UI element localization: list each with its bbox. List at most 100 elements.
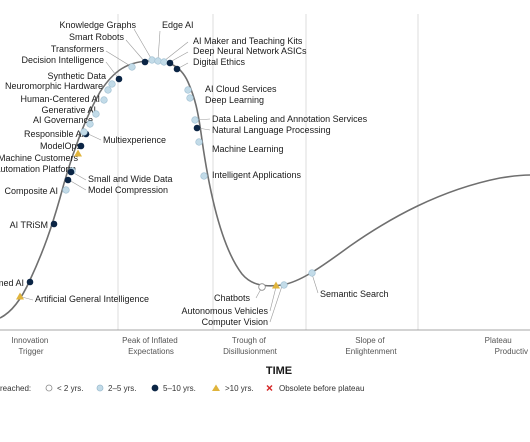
label-nlp: Natural Language Processing [212, 125, 331, 135]
leader-smart-robots [125, 39, 146, 63]
marker-smart-robots [141, 58, 149, 66]
leader-model-compression [68, 179, 87, 191]
phase-dividers [117, 14, 419, 330]
phase-labels: Innovation Trigger Peak of Inflated Expe… [11, 336, 528, 356]
label-ai-governance: AI Governance [33, 115, 93, 125]
marker-autonomous-vehicles [272, 281, 280, 289]
label-data-labeling: Data Labeling and Annotation Services [212, 114, 368, 124]
leader-agi [21, 296, 34, 301]
legend-marker-obsolete [266, 385, 273, 391]
phase-trough: Trough of Disillusionment [223, 336, 278, 356]
leader-dnn-asics [169, 51, 189, 63]
marker-machine-learning [195, 138, 203, 146]
marker-neuromorphic-hardware [104, 86, 112, 94]
label-ai-maker-kits: AI Maker and Teaching Kits [193, 36, 303, 46]
label-intelligent-applications: Intelligent Applications [212, 170, 302, 180]
label-small-wide-data: Small and Wide Data [88, 174, 173, 184]
marker-ai-maker-and-teaching-kits [160, 58, 168, 66]
marker-deep-neural-network-asics [166, 59, 174, 67]
marker-human-centered-ai [100, 96, 108, 104]
leader-autonomous-vehicles [269, 286, 277, 312]
legend-marker-2to5 [96, 384, 104, 392]
label-agi: Artificial General Intelligence [35, 294, 149, 304]
phase-1-line-2: Trigger [18, 347, 43, 356]
label-responsible-ai: Responsible AI [24, 129, 84, 139]
label-orchestration: Orchestration and Automation Platform [0, 164, 76, 174]
marker-machine-customers [74, 149, 82, 157]
label-autonomous-vehicles: Autonomous Vehicles [181, 306, 268, 316]
legend: reached: < 2 yrs. 2–5 yrs. 5–10 yrs. >10… [0, 384, 364, 393]
leader-decision-intelligence [105, 61, 120, 80]
phase-3-line-1: Trough of [232, 336, 267, 345]
leader-computer-vision [269, 285, 283, 323]
label-digital-ethics: Digital Ethics [193, 57, 246, 67]
label-human-centered-ai: Human-Centered AI [20, 94, 100, 104]
label-machine-learning: Machine Learning [212, 144, 284, 154]
marker-modelops [77, 142, 85, 150]
marker-multiexperience [80, 128, 88, 136]
label-knowledge-graphs: Knowledge Graphs [59, 20, 136, 30]
marker-small-and-wide-data [67, 168, 75, 176]
marker-chatbots [258, 283, 266, 291]
marker-deep-learning [186, 94, 194, 102]
technology-markers [16, 56, 316, 300]
label-decision-intelligence: Decision Intelligence [21, 55, 104, 65]
marker-generative-ai [92, 110, 100, 118]
label-semantic-search: Semantic Search [320, 289, 389, 299]
marker-transformers [128, 63, 136, 71]
label-model-compression: Model Compression [88, 185, 168, 195]
x-axis-title: TIME [266, 365, 292, 377]
legend-label-obsolete: Obsolete before plateau [279, 384, 364, 393]
label-smart-robots: Smart Robots [69, 32, 125, 42]
hype-curve [0, 60, 530, 319]
label-edge-ai: Edge AI [162, 20, 194, 30]
phase-5-line-2: Productiv [495, 347, 528, 356]
legend-marker-lt2 [45, 384, 53, 392]
label-ai-trism: AI TRiSM [10, 220, 48, 230]
leader-semantic-search [311, 273, 319, 294]
label-computer-vision: Computer Vision [202, 317, 268, 327]
marker-decision-intelligence [115, 75, 123, 83]
leader-edge-ai [157, 30, 161, 61]
marker-ai-cloud-services [184, 86, 192, 94]
marker-composite-ai [62, 186, 70, 194]
phase-4-line-1: Slope of [355, 336, 385, 345]
marker-physics-informed-ai [26, 278, 34, 286]
marker-synthetic-data [108, 80, 116, 88]
phase-2-line-2: Expectations [128, 347, 174, 356]
label-generative-ai: Generative AI [41, 105, 96, 115]
label-deep-learning: Deep Learning [205, 95, 264, 105]
legend-label-2to5: 2–5 yrs. [108, 384, 136, 393]
label-physics-informed-ai: Physics-Informed AI [0, 278, 24, 288]
label-composite-ai: Composite AI [4, 186, 58, 196]
legend-label-gt10: >10 yrs. [225, 384, 254, 393]
marker-computer-vision [280, 281, 288, 289]
label-synthetic-data: Synthetic Data [47, 71, 106, 81]
phase-peak: Peak of Inflated Expectations [122, 336, 180, 356]
label-transformers: Transformers [51, 44, 105, 54]
leader-ai-maker [163, 41, 189, 62]
marker-model-compression [64, 176, 72, 184]
obsolete-x-stroke-2 [266, 385, 273, 391]
legend-marker-gt10 [212, 384, 220, 391]
phase-plateau: Plateau Productiv [485, 336, 528, 356]
phase-3-line-2: Disillusionment [223, 347, 278, 356]
legend-label-5to10: 5–10 yrs. [163, 384, 196, 393]
marker-digital-ethics [173, 65, 181, 73]
marker-intelligent-applications [200, 172, 208, 180]
leader-transformers [105, 50, 133, 68]
label-ai-cloud-services: AI Cloud Services [205, 84, 277, 94]
label-neuromorphic-hardware: Neuromorphic Hardware [5, 81, 103, 91]
phase-4-line-2: Enlightenment [345, 347, 397, 356]
technology-labels: Knowledge Graphs Smart Robots Transforme… [0, 20, 389, 327]
marker-data-labeling-and-annotation-services [191, 116, 199, 124]
phase-innovation-trigger: Innovation Trigger [11, 336, 50, 356]
legend-marker-5to10 [151, 384, 159, 392]
marker-ai-trism [50, 220, 58, 228]
marker-knowledge-graphs [148, 56, 156, 64]
phase-5-line-1: Plateau [485, 336, 512, 345]
label-machine-customers: Machine Customers [0, 153, 78, 163]
marker-semantic-search [308, 269, 316, 277]
phase-1-line-1: Innovation [11, 336, 48, 345]
